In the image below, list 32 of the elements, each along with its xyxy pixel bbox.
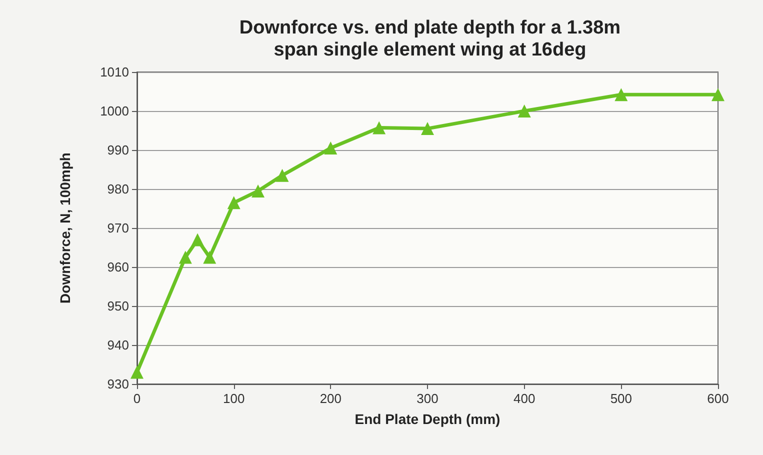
point [178,250,192,264]
point [324,142,338,155]
point [252,184,265,198]
x-tick-label: 100 [222,391,245,406]
point [614,88,628,102]
x-tick-label: 200 [320,391,342,406]
y-tick-label: 990 [107,142,129,158]
point [130,366,144,379]
x-tick-label: 0 [133,391,141,406]
point [421,122,434,136]
y-tick-label: 980 [107,182,129,196]
point [203,250,216,264]
y-tick-label: 930 [107,376,129,392]
x-tick-label: 300 [416,391,438,406]
y-tick-label: 940 [107,338,129,352]
point [276,168,289,182]
point [227,196,240,210]
chart-title: Downforce vs. end plate depth for a 1.38m span single element wing at 16deg [239,18,621,60]
x-tick-label: 600 [707,391,729,406]
point [712,88,724,102]
y-tick-label: 960 [107,260,129,274]
y-tick-label: 950 [107,298,129,314]
point [372,121,386,134]
y-axis-title: Downforce, N, 100mph [57,152,73,304]
x-axis-title: End Plate Depth (mm) [354,411,500,427]
point [191,233,204,246]
y-tick-label: 970 [107,220,129,236]
x-tick-label: 400 [513,391,536,406]
point [518,104,531,118]
y-tick-label: 1010 [100,64,129,80]
y-tick-label: 1000 [100,104,129,118]
x-tick-label: 500 [610,391,632,406]
